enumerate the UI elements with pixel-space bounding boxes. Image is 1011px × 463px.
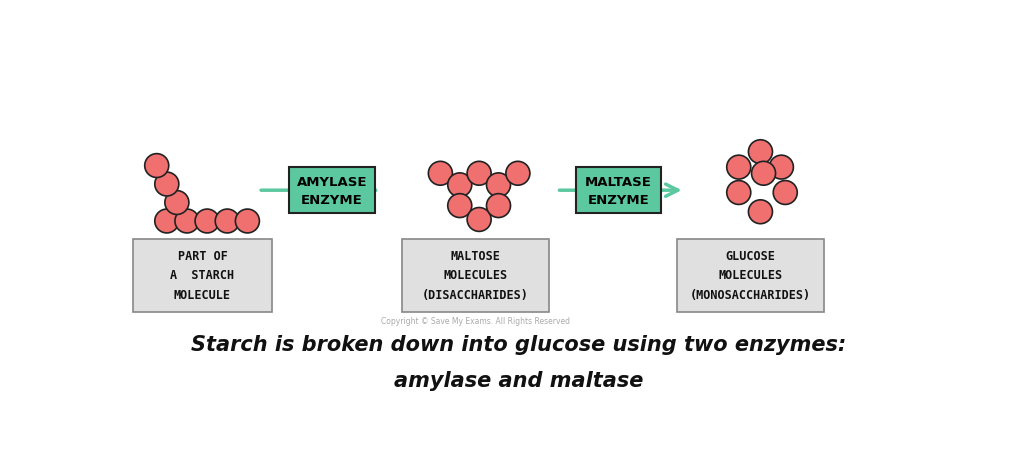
Circle shape	[447, 174, 471, 197]
Circle shape	[506, 162, 530, 186]
Circle shape	[447, 194, 471, 218]
Circle shape	[467, 162, 490, 186]
Text: Starch is broken down into glucose using two enzymes:: Starch is broken down into glucose using…	[191, 334, 845, 355]
Circle shape	[467, 208, 490, 232]
Circle shape	[165, 191, 189, 215]
Circle shape	[175, 210, 199, 233]
Circle shape	[428, 162, 452, 186]
FancyBboxPatch shape	[676, 239, 823, 312]
Text: AMYLASE
ENZYME: AMYLASE ENZYME	[296, 175, 367, 206]
Circle shape	[155, 173, 179, 197]
Circle shape	[751, 162, 774, 186]
Text: amylase and maltase: amylase and maltase	[393, 370, 643, 390]
Circle shape	[215, 210, 239, 233]
Circle shape	[195, 210, 219, 233]
Text: MALTOSE
MOLECULES
(DISACCHARIDES): MALTOSE MOLECULES (DISACCHARIDES)	[422, 250, 528, 301]
Circle shape	[768, 156, 793, 180]
Circle shape	[486, 194, 510, 218]
Circle shape	[155, 210, 179, 233]
FancyBboxPatch shape	[575, 168, 660, 214]
Text: GLUCOSE
MOLECULES
(MONOSACCHARIDES): GLUCOSE MOLECULES (MONOSACCHARIDES)	[690, 250, 810, 301]
Circle shape	[748, 140, 771, 164]
FancyBboxPatch shape	[289, 168, 374, 214]
FancyBboxPatch shape	[132, 239, 272, 312]
Circle shape	[145, 154, 169, 178]
Text: MALTASE
ENZYME: MALTASE ENZYME	[584, 175, 651, 206]
FancyBboxPatch shape	[401, 239, 548, 312]
Text: PART OF
A  STARCH
MOLECULE: PART OF A STARCH MOLECULE	[170, 250, 235, 301]
Circle shape	[726, 181, 750, 205]
Circle shape	[726, 156, 750, 180]
Circle shape	[772, 181, 797, 205]
Text: Copyright © Save My Exams. All Rights Reserved: Copyright © Save My Exams. All Rights Re…	[380, 316, 569, 325]
Circle shape	[236, 210, 259, 233]
Circle shape	[748, 200, 771, 224]
Circle shape	[486, 174, 510, 197]
